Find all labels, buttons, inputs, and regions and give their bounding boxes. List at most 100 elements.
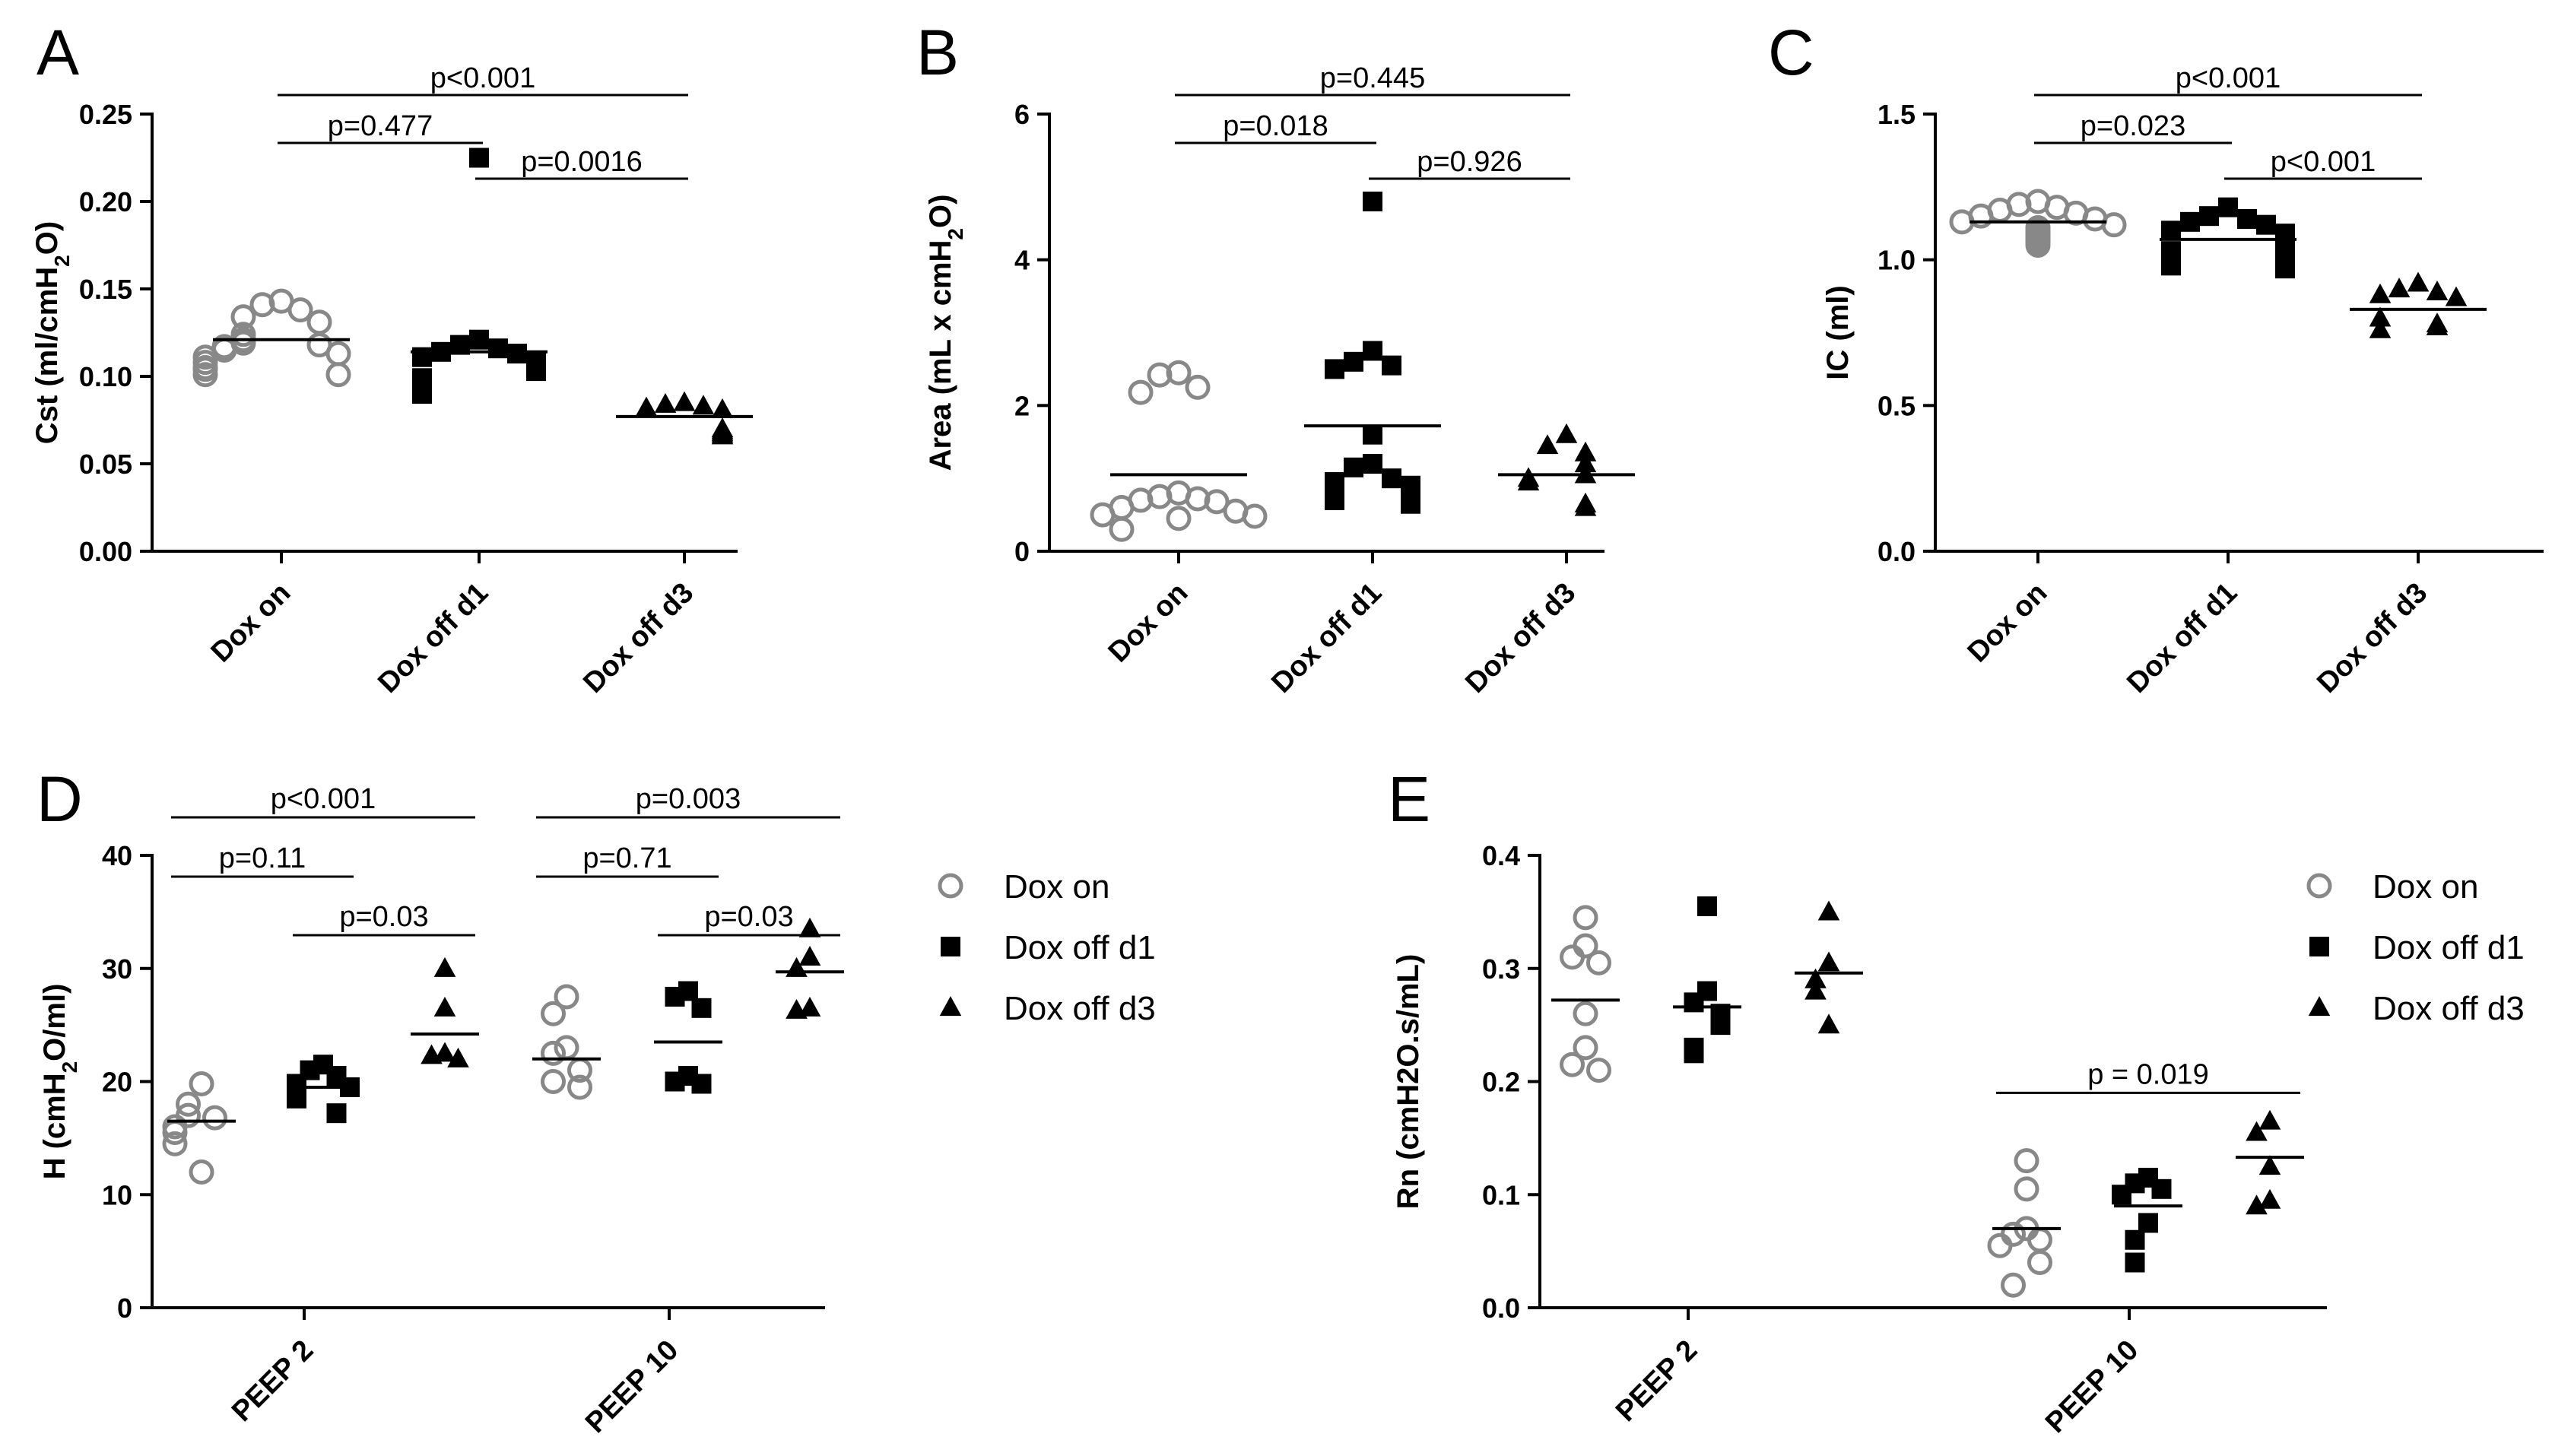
y-tick-label: 6	[1014, 99, 1030, 130]
panel-e: E 0.0 0.1 0.2 0.3 0.4 Rn (cmH2O.s/mL) PEEP 2 PEE…	[1388, 763, 2525, 1439]
y-tick-label: 0	[1014, 536, 1030, 567]
data-point	[2407, 271, 2430, 292]
data-point	[1804, 968, 1827, 988]
x-tick-label: Dox off d1	[372, 577, 494, 699]
data-point	[2125, 1229, 2145, 1250]
p-value-label: p=0.023	[2081, 110, 2185, 142]
data-point	[1363, 454, 1382, 474]
y-axis-label-part: H (cmH	[38, 1073, 71, 1179]
x-tick-label: Dox off d1	[1265, 577, 1388, 699]
data-point	[325, 341, 351, 366]
data-point	[1517, 471, 1540, 491]
p-value-label: p=0.0016	[521, 146, 643, 178]
data-point	[2258, 1109, 2281, 1130]
data-point	[1574, 452, 1597, 473]
legend-label: Dox off d1	[1004, 929, 1156, 966]
data-point	[654, 392, 677, 413]
data-point	[433, 956, 456, 977]
data-point	[2246, 1121, 2268, 1141]
data-point	[2426, 281, 2449, 300]
data-point	[1949, 209, 1975, 235]
data-point	[1344, 351, 1363, 372]
data-point	[1363, 424, 1382, 445]
data-point	[567, 1074, 592, 1100]
data-point	[325, 362, 351, 388]
x-tick-label: Dox off d3	[577, 577, 700, 699]
data-point	[1166, 506, 1192, 531]
p-value-label: p<0.001	[2176, 62, 2281, 94]
p-value-label: p = 0.019	[2087, 1058, 2209, 1090]
data-point	[665, 1071, 685, 1092]
data-point	[2445, 286, 2468, 306]
y-tick-label: 2	[1014, 390, 1030, 421]
data-point	[711, 424, 734, 445]
y-axis-label-sub: 2	[58, 1061, 81, 1074]
data-point	[1574, 496, 1597, 516]
data-point	[2014, 1148, 2039, 1174]
panel-d: D 0 10 20 30 40 H (cmH2O/ml) PEEP 2 PEEP 10 p=0.1…	[37, 763, 1156, 1439]
panel-letter: B	[916, 17, 959, 88]
x-tick-label: PEEP 10	[579, 1334, 684, 1439]
data-point	[1147, 362, 1173, 388]
y-tick-label: 0.0	[1482, 1293, 1520, 1324]
data-point	[1382, 468, 1401, 489]
y-axis-label: IC (ml)	[1821, 285, 1855, 379]
data-point	[1401, 475, 1420, 496]
data-point	[2001, 1221, 2026, 1247]
x-tick-label: PEEP 2	[226, 1334, 319, 1428]
x-tick-label: Dox on	[1103, 577, 1195, 669]
p-value-label: p=0.03	[704, 901, 793, 933]
data-point	[2275, 259, 2295, 279]
data-point	[1817, 900, 1840, 921]
y-tick-label: 0.4	[1482, 840, 1520, 871]
y-tick-label: 0.0	[1877, 536, 1916, 567]
data-point	[798, 946, 821, 966]
y-axis-label: H (cmH2O/ml)	[38, 984, 81, 1180]
y-tick-label: 40	[102, 840, 132, 871]
data-point	[1560, 1052, 1585, 1077]
data-point	[541, 1001, 566, 1026]
data-point	[287, 1088, 306, 1109]
y-axis-label-part: O)	[30, 221, 64, 255]
data-point	[287, 297, 313, 323]
p-value-label: p<0.001	[271, 783, 376, 815]
data-point	[1804, 979, 1827, 1000]
data-point	[1697, 896, 1717, 916]
y-axis-label-sub: 2	[944, 228, 967, 240]
data-point	[2256, 214, 2276, 235]
data-point	[798, 996, 821, 1017]
p-value-label: p<0.001	[430, 62, 535, 94]
data-point	[798, 917, 821, 937]
legend-label: Dox off d1	[2373, 929, 2525, 966]
p-value-label: p=0.003	[636, 783, 741, 815]
y-axis-label-sub: 2	[50, 255, 74, 267]
data-point	[691, 998, 712, 1018]
data-point	[673, 391, 696, 411]
data-point	[691, 1074, 712, 1094]
data-point	[189, 1159, 214, 1185]
data-point	[1536, 434, 1559, 455]
x-tick-label: PEEP 10	[2039, 1334, 2144, 1439]
data-point	[1574, 441, 1597, 462]
data-point	[554, 984, 579, 1010]
y-tick-label: 20	[102, 1067, 132, 1098]
data-point	[1204, 489, 1230, 515]
data-point	[1363, 192, 1382, 211]
x-tick-label: Dox off d3	[1459, 577, 1582, 699]
legend: Dox on Dox off d1 Dox off d3	[2306, 868, 2525, 1027]
data-point	[2161, 220, 2181, 241]
data-point	[1401, 493, 1420, 514]
data-point	[1710, 1015, 1731, 1036]
data-point	[1586, 1058, 1611, 1083]
legend-marker	[939, 996, 962, 1017]
y-tick-label: 0.15	[79, 274, 132, 305]
data-point	[176, 1091, 201, 1117]
data-point	[2027, 1250, 2052, 1275]
data-point	[2258, 1155, 2281, 1175]
legend-marker	[2306, 873, 2332, 899]
data-point	[2112, 1185, 2131, 1205]
data-point	[202, 1105, 227, 1131]
data-point	[2258, 1188, 2281, 1209]
data-point	[711, 398, 734, 418]
data-point	[1128, 379, 1154, 405]
